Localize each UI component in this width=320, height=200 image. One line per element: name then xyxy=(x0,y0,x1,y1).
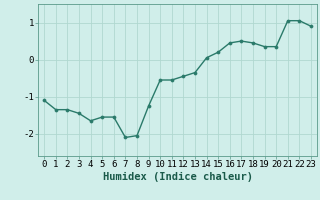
X-axis label: Humidex (Indice chaleur): Humidex (Indice chaleur) xyxy=(103,172,252,182)
